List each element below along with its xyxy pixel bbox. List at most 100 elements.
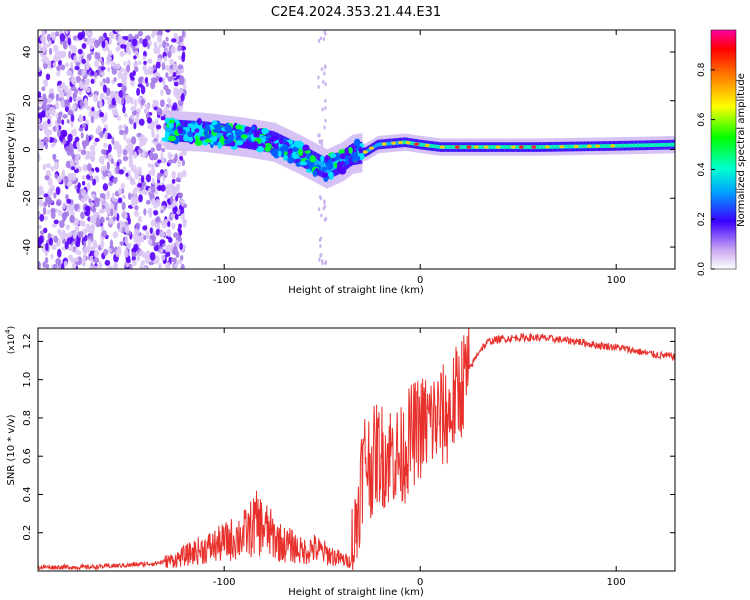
- spectrogram-band-center: [452, 145, 455, 149]
- spectrogram-noise-cell: [177, 88, 184, 95]
- spectrogram-band-center: [509, 145, 512, 149]
- spectrogram-noise-cell: [106, 190, 110, 200]
- spectrogram-noise-cell: [90, 150, 96, 156]
- spectrogram-noise-cell: [122, 87, 126, 96]
- spectrogram-hot-spot: [531, 145, 537, 149]
- spectrogram-noise-cell: [45, 73, 51, 81]
- spectrogram-noise-cell: [171, 170, 176, 179]
- spectrogram-band-speckle: [244, 126, 251, 133]
- spectrogram-noise-cell: [107, 98, 111, 106]
- spectrogram-hot-spot: [391, 141, 397, 145]
- spectrogram-noise-cell: [67, 254, 73, 261]
- spectrogram-band-speckle: [261, 128, 269, 135]
- spectrogram-noise-cell: [98, 155, 105, 164]
- spectrogram-noise-cell: [67, 133, 73, 143]
- spectrogram-noise-cell: [64, 30, 69, 35]
- spectrogram-noise-cell: [147, 238, 153, 246]
- spectrogram-noise-cell: [99, 81, 105, 87]
- spectrogram-noise-cell: [321, 261, 324, 266]
- spectrogram-band-center: [625, 143, 628, 148]
- spectrogram-band-center: [646, 143, 650, 148]
- spectrogram-noise-cell: [57, 248, 62, 258]
- spectrogram-band-speckle: [327, 171, 334, 177]
- colorbar-tick-label: 0.0: [697, 262, 707, 277]
- spectrogram-noise-cell: [81, 43, 87, 50]
- spectrogram-x-tick-label: 100: [607, 275, 626, 286]
- spectrogram-noise-cell: [173, 232, 179, 238]
- spectrogram-band-center: [471, 145, 474, 149]
- spectrogram-noise-cell: [128, 263, 133, 269]
- spectrogram-noise-cell: [56, 71, 60, 77]
- spectrogram-noise-cell: [81, 123, 87, 129]
- spectrogram-noise-cell: [95, 110, 99, 115]
- spectrogram-noise-cell: [181, 30, 185, 38]
- spectrogram-noise-cell: [66, 198, 72, 204]
- spectrogram-noise-cell: [53, 161, 60, 170]
- spectrogram-band-speckle: [353, 138, 361, 147]
- spectrogram-noise-cell: [93, 140, 98, 146]
- spectrogram-hot-spot: [544, 145, 550, 149]
- spectrogram-band-center: [464, 145, 467, 149]
- spectrogram-noise-cell: [80, 132, 84, 139]
- spectrogram-noise-cell: [140, 85, 146, 95]
- spectrogram-noise-cell: [83, 240, 87, 247]
- spectrogram-band-center: [412, 141, 415, 146]
- spectrogram-noise-cell: [317, 207, 321, 212]
- spectrogram-noise-cell: [47, 97, 53, 104]
- spectrogram-y-tick-label: 0: [22, 146, 33, 152]
- spectrogram-noise-cell: [57, 85, 61, 93]
- spectrogram-noise-cell: [146, 43, 150, 50]
- spectrogram-noise-cell: [180, 254, 184, 261]
- spectrogram-noise-cell: [91, 206, 96, 213]
- spectrogram-band-speckle: [348, 146, 353, 154]
- spectrogram-noise-cell: [158, 262, 162, 269]
- spectrogram-noise-cell: [85, 78, 90, 84]
- spectrogram-band-center: [373, 144, 377, 149]
- spectrogram-noise-cell: [80, 211, 85, 220]
- spectrogram-band-center: [460, 145, 463, 149]
- spectrogram-noise-cell: [53, 138, 58, 144]
- spectrogram-noise-cell: [122, 155, 129, 162]
- spectrogram-noise-cell: [119, 50, 125, 57]
- spectrogram-band-speckle: [164, 131, 170, 139]
- spectrogram-band-speckle: [211, 120, 218, 126]
- spectrogram-noise-cell: [140, 175, 145, 184]
- spectrogram-band-speckle: [340, 161, 345, 166]
- spectrogram-band-speckle: [321, 166, 328, 172]
- spectrogram-noise-cell: [160, 116, 166, 121]
- spectrogram-band-speckle: [161, 137, 170, 142]
- spectrogram-band-speckle: [190, 126, 195, 133]
- spectrogram-noise-cell: [123, 60, 127, 67]
- spectrogram-band-center: [570, 144, 573, 149]
- spectrogram-band-center: [659, 143, 662, 147]
- spectrogram-band-center: [656, 143, 659, 147]
- spectrogram-hot-spot: [397, 140, 403, 145]
- spectrogram-band-center: [438, 145, 441, 149]
- spectrogram-noise-cell: [175, 239, 179, 248]
- spectrogram-band-center: [507, 145, 510, 149]
- spectrogram-noise-cell: [156, 143, 162, 152]
- spectrogram-noise-cell: [72, 231, 78, 240]
- spectrogram-band-center: [524, 145, 528, 149]
- colorbar-ticks: 0.0 0.2 0.4 0.6 0.8: [697, 62, 715, 276]
- spectrogram-noise-cell: [137, 182, 143, 188]
- spectrogram-band-center: [583, 144, 587, 149]
- spectrogram-noise-cell: [93, 249, 99, 259]
- spectrogram-noise-cell: [53, 235, 58, 243]
- spectrogram-noise-cell: [43, 78, 48, 88]
- spectrogram-noise-cell: [77, 32, 84, 41]
- spectrogram-noise-cell: [137, 83, 143, 88]
- spectrogram-noise-cell: [50, 166, 55, 172]
- spectrogram-noise-cell: [55, 93, 60, 102]
- spectrogram-band-center: [633, 143, 636, 148]
- spectrogram-noise-cell: [90, 245, 95, 252]
- spectrogram-noise-cell: [66, 119, 70, 124]
- spectrogram-noise-cell: [41, 30, 46, 37]
- spectrogram-noise-cell: [130, 136, 137, 145]
- spectrogram-noise-cell: [66, 180, 73, 188]
- spectrogram-noise-cell: [91, 106, 95, 112]
- spectrogram-x-axis-label: Height of straight line (km): [288, 285, 424, 296]
- spectrogram-noise-cell: [93, 71, 98, 78]
- spectrogram-noise-cell: [40, 35, 47, 43]
- spectrogram-noise-cell: [128, 158, 134, 166]
